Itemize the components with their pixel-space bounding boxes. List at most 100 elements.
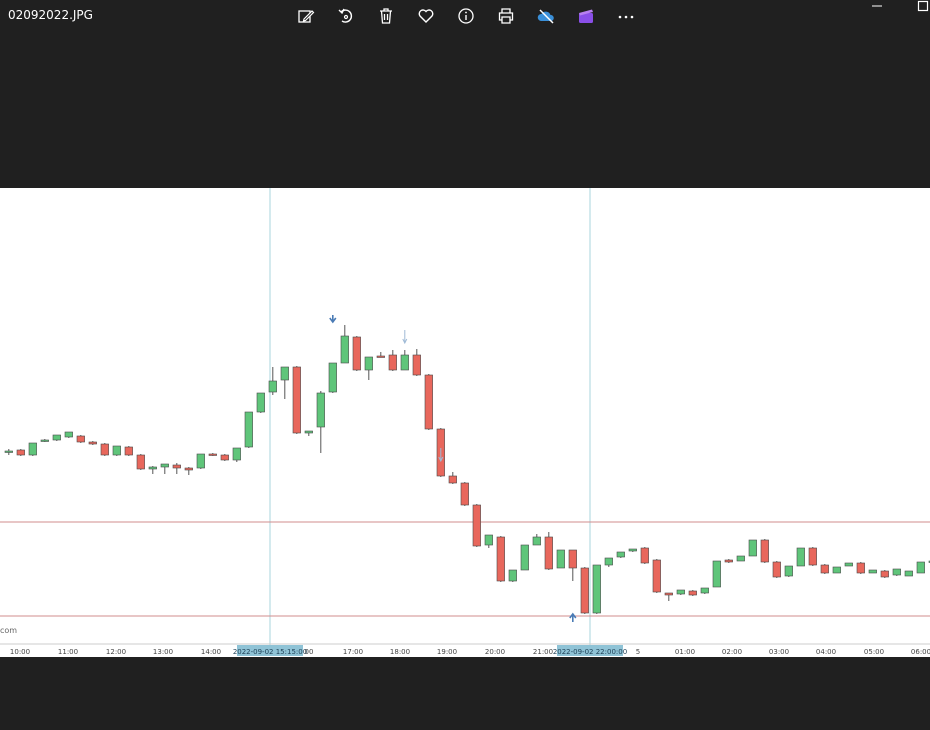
candle-body bbox=[28, 442, 37, 456]
candle-body bbox=[196, 453, 205, 469]
candle-body bbox=[676, 589, 685, 595]
candle-body bbox=[832, 566, 841, 574]
candle-body bbox=[448, 475, 457, 484]
clipchamp-icon[interactable] bbox=[573, 4, 599, 28]
candle-body bbox=[256, 392, 265, 413]
x-tick-label: 17:00 bbox=[343, 648, 363, 656]
signal-down-arrow-icon bbox=[438, 448, 444, 463]
photo-viewport: 10:00 11:00 12:00 13:00 14:00 2022-09-02 15:1… bbox=[0, 188, 930, 657]
delete-icon[interactable] bbox=[373, 4, 399, 28]
candle-body bbox=[316, 392, 325, 428]
candle-body bbox=[496, 536, 505, 582]
favorite-icon[interactable] bbox=[413, 4, 439, 28]
candle-body bbox=[844, 562, 853, 567]
candle-body bbox=[604, 557, 613, 566]
candle-body bbox=[412, 354, 421, 376]
highlighted-time-label-bg bbox=[237, 645, 303, 656]
candle-body bbox=[136, 454, 145, 470]
signal-up-arrow-icon bbox=[569, 612, 577, 622]
candle-body bbox=[868, 569, 877, 574]
candle-body bbox=[244, 411, 253, 448]
candle-body bbox=[688, 590, 697, 596]
candle-body bbox=[616, 551, 625, 558]
candle-body bbox=[544, 536, 553, 570]
candle-body bbox=[184, 467, 193, 471]
candle-body bbox=[364, 356, 373, 371]
candle-body bbox=[736, 555, 745, 562]
candle-body bbox=[796, 547, 805, 567]
x-tick-label: 20:00 bbox=[485, 648, 505, 656]
candle-body bbox=[808, 547, 817, 566]
x-tick-label: 10:00 bbox=[10, 648, 30, 656]
candle-body bbox=[880, 570, 889, 578]
candle-body bbox=[712, 560, 721, 588]
minimize-button[interactable] bbox=[865, 0, 889, 16]
candle-body bbox=[724, 559, 733, 563]
x-tick-label: 19:00 bbox=[437, 648, 457, 656]
x-tick-label: 01:00 bbox=[675, 648, 695, 656]
candle-body bbox=[916, 561, 925, 574]
onedrive-icon[interactable] bbox=[533, 4, 559, 28]
x-tick-label: 04:00 bbox=[816, 648, 836, 656]
candle-body bbox=[664, 592, 673, 596]
candle-body bbox=[100, 443, 109, 456]
candle-body bbox=[16, 449, 25, 456]
candle-body bbox=[424, 374, 433, 430]
candle-body bbox=[640, 547, 649, 564]
x-tick-label: 00 bbox=[305, 648, 314, 656]
candle-body bbox=[340, 335, 349, 364]
candle-body bbox=[760, 539, 769, 563]
x-tick-label: 02:00 bbox=[722, 648, 742, 656]
candle-body bbox=[856, 562, 865, 574]
candle-body bbox=[232, 447, 241, 461]
candle-body bbox=[304, 430, 313, 434]
candle-body bbox=[64, 431, 73, 438]
highlighted-time-label: 2022-09-02 15:15:00 bbox=[233, 648, 307, 656]
candle-body bbox=[376, 355, 385, 358]
candle-body bbox=[652, 559, 661, 593]
candle-body bbox=[556, 549, 565, 569]
candle-body bbox=[520, 544, 529, 571]
candle-body bbox=[172, 464, 181, 469]
candlestick-chart: 10:00 11:00 12:00 13:00 14:00 2022-09-02 15:1… bbox=[0, 188, 930, 656]
candle-body bbox=[400, 354, 409, 371]
x-tick-label: 06:00 bbox=[911, 648, 930, 656]
candle-body bbox=[292, 366, 301, 434]
x-tick-label: 12:00 bbox=[106, 648, 126, 656]
candle-body bbox=[280, 366, 289, 381]
candle-body bbox=[568, 549, 577, 569]
more-icon[interactable] bbox=[613, 4, 639, 28]
candle-body bbox=[748, 539, 757, 557]
candle-body bbox=[148, 466, 157, 470]
print-icon[interactable] bbox=[493, 4, 519, 28]
highlighted-time-label: 2022-09-02 22:00:00 bbox=[553, 648, 627, 656]
candle-body bbox=[4, 450, 13, 453]
info-icon[interactable] bbox=[453, 4, 479, 28]
candle-body bbox=[820, 564, 829, 574]
candle-body bbox=[328, 362, 337, 393]
candle-body bbox=[352, 336, 361, 371]
candle-body bbox=[76, 435, 85, 443]
x-tick-label: 05:00 bbox=[864, 648, 884, 656]
candle-body bbox=[208, 453, 217, 456]
candle-body bbox=[628, 548, 637, 552]
x-tick-label: 5 bbox=[636, 648, 640, 656]
signal-down-arrow-icon bbox=[402, 330, 408, 345]
edit-image-icon[interactable] bbox=[293, 4, 319, 28]
candle-body bbox=[484, 534, 493, 546]
x-tick-label: 21:00 bbox=[533, 648, 553, 656]
candle-body bbox=[508, 569, 517, 582]
candle-body bbox=[112, 445, 121, 456]
candle-body bbox=[772, 561, 781, 578]
candle-body bbox=[460, 482, 469, 506]
candle-body bbox=[592, 564, 601, 614]
candle-body bbox=[700, 587, 709, 594]
x-tick-label: 14:00 bbox=[201, 648, 221, 656]
x-tick-label: 11:00 bbox=[58, 648, 78, 656]
maximize-button[interactable] bbox=[911, 0, 930, 16]
candle-body bbox=[220, 454, 229, 461]
candle-body bbox=[472, 504, 481, 547]
rotate-icon[interactable] bbox=[333, 4, 359, 28]
candle-body bbox=[160, 463, 169, 468]
x-tick-label: 03:00 bbox=[769, 648, 789, 656]
